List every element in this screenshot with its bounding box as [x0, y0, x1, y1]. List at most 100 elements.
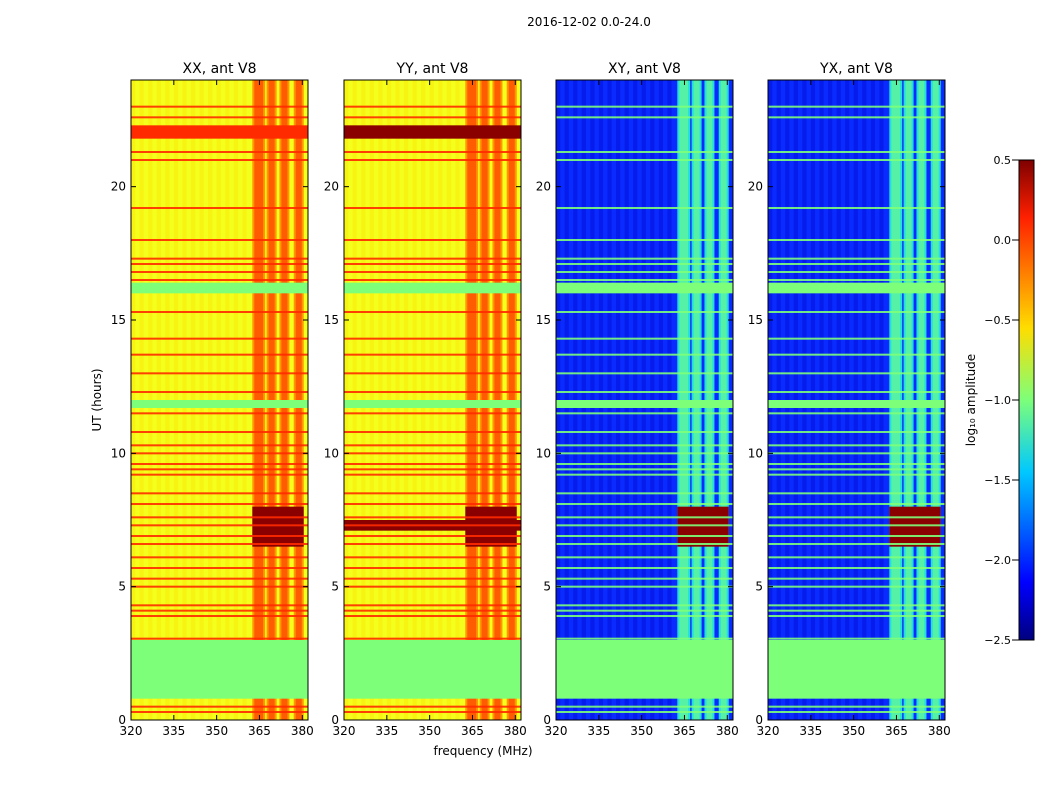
colorbar-ticks: 0.5 0.0 −0.5 −1.0 −1.5 −2.0 −2.5 — [984, 154, 1019, 647]
rfi-line — [768, 207, 945, 209]
rfi-line — [344, 372, 521, 375]
x-tick-label: 335 — [587, 724, 610, 738]
rfi-line — [131, 615, 308, 617]
rfi-line — [131, 105, 308, 108]
panel-0: XX, ant V8 320 335 350 365 380 0 5 10 15 20 — [111, 61, 314, 738]
y-tick-label: 20 — [536, 180, 551, 194]
y-tick-label: 20 — [324, 180, 339, 194]
rfi-line — [768, 604, 945, 607]
rfi-line — [131, 567, 308, 569]
rfi-line — [344, 609, 521, 612]
rfi-line — [131, 116, 308, 119]
y-tick-label: 15 — [324, 313, 339, 327]
x-tick-label: 350 — [205, 724, 228, 738]
rfi-line — [344, 492, 521, 495]
rfi-line — [556, 577, 733, 580]
rfi-line — [556, 353, 733, 356]
rfi-line — [131, 391, 308, 393]
rfi-line — [556, 311, 733, 313]
rfi-line — [344, 535, 521, 537]
flagged-block — [131, 282, 308, 294]
rfi-line — [344, 473, 521, 476]
rfi-line — [556, 567, 733, 569]
panel-2: XY, ant V8 320 335 350 365 380 0 5 10 15 20 — [536, 61, 739, 738]
rfi-line — [131, 463, 308, 465]
axes-frame — [767, 79, 946, 721]
rfi-line — [344, 337, 521, 340]
rfi-line — [131, 577, 308, 580]
y-tick-label: 15 — [748, 313, 763, 327]
colorbar-tick-label: −1.0 — [984, 394, 1011, 407]
rfi-line — [768, 585, 945, 588]
rfi-line — [344, 311, 521, 313]
rfi-line — [131, 556, 308, 559]
x-tick-label: 320 — [120, 724, 143, 738]
rfi-line — [556, 271, 733, 273]
rfi-line — [344, 279, 521, 281]
rfi-line — [768, 105, 945, 108]
rfi-line — [556, 556, 733, 559]
x-tick-label: 365 — [248, 724, 271, 738]
rfi-line — [556, 372, 733, 375]
x-tick-label: 335 — [799, 724, 822, 738]
panel-title: YY, ant V8 — [396, 61, 469, 77]
y-tick-label: 0 — [118, 713, 126, 727]
y-tick-label: 5 — [118, 580, 126, 594]
rfi-line — [344, 452, 521, 455]
rfi-line — [131, 239, 308, 241]
rfi-line — [131, 473, 308, 476]
rfi-line — [131, 637, 308, 640]
rfi-line — [344, 615, 521, 617]
rfi-line — [131, 524, 308, 527]
rfi-line — [768, 492, 945, 495]
y-tick-label: 5 — [755, 580, 763, 594]
rfi-line — [344, 257, 521, 260]
y-tick-label: 10 — [536, 446, 551, 460]
rfi-line — [768, 279, 945, 281]
rfi-line — [131, 535, 308, 537]
rfi-line — [131, 468, 308, 471]
rfi-line — [556, 239, 733, 241]
rfi-line — [556, 279, 733, 281]
rfi-line — [556, 637, 733, 640]
rfi-line — [131, 372, 308, 375]
x-tick-label: 320 — [545, 724, 568, 738]
rfi-line — [768, 372, 945, 375]
rfi-line — [131, 431, 308, 433]
flagged-block — [768, 282, 945, 294]
rfi-line — [344, 116, 521, 119]
rfi-line — [344, 391, 521, 393]
colorbar-label: log₁₀ amplitude — [964, 354, 978, 446]
rfi-line — [556, 444, 733, 447]
rfi-line — [344, 556, 521, 559]
colorbar-tick-label: −2.5 — [984, 634, 1011, 647]
panel-1: YY, ant V8 320 335 350 365 380 0 5 10 15 20 — [324, 61, 527, 738]
rfi-line — [556, 535, 733, 537]
rfi-line — [768, 463, 945, 465]
axes-frame — [555, 79, 734, 721]
flagged-block — [556, 282, 733, 294]
panel-title: XX, ant V8 — [183, 61, 257, 77]
x-tick-label: 380 — [291, 724, 314, 738]
x-tick-label: 350 — [630, 724, 653, 738]
rfi-line — [131, 353, 308, 356]
rfi-line — [556, 412, 733, 415]
x-tick-label: 320 — [333, 724, 356, 738]
rfi-line — [131, 311, 308, 313]
x-tick-label: 365 — [461, 724, 484, 738]
rfi-line — [556, 337, 733, 340]
y-tick-label: 0 — [543, 713, 551, 727]
y-tick-label: 0 — [755, 713, 763, 727]
rfi-line — [768, 473, 945, 476]
rfi-line — [768, 257, 945, 260]
rfi-line — [768, 412, 945, 415]
rfi-line — [768, 263, 945, 265]
colorbar-tick-label: −1.5 — [984, 474, 1011, 487]
y-tick-label: 0 — [331, 713, 339, 727]
rfi-line — [768, 151, 945, 153]
rfi-line — [556, 524, 733, 527]
rfi-line — [344, 444, 521, 447]
x-tick-label: 380 — [504, 724, 527, 738]
flagged-block — [131, 400, 308, 408]
rfi-line — [344, 239, 521, 241]
